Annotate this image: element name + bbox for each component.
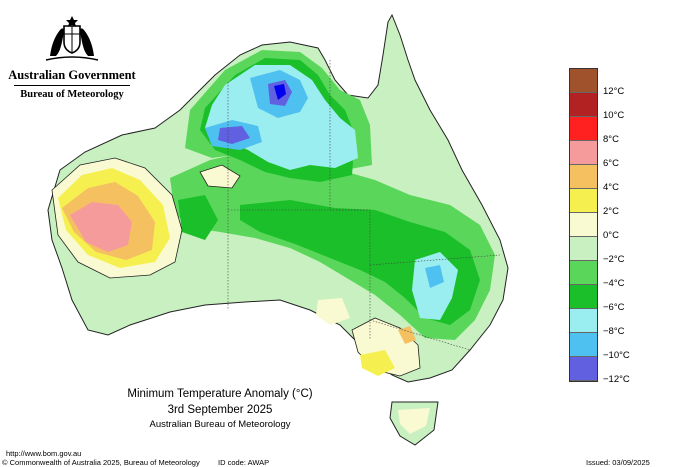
legend-swatch [570,165,597,189]
state-border-qld-nsw [369,254,501,266]
tasmania-warm [398,408,430,434]
legend-swatch [570,237,597,261]
coat-of-arms-icon [45,16,99,61]
legend-label: 8°C [603,134,619,145]
legend-swatch [570,333,597,357]
legend-swatch [570,213,597,237]
anomaly-band-minus6-west [178,195,218,240]
legend-swatch [570,309,597,333]
legend-label: 10°C [603,110,625,121]
anomaly-band-6 [70,202,132,252]
state-border-nsw-vic [369,319,471,351]
title-block: Minimum Temperature Anomaly (°C) 3rd Sep… [120,388,320,430]
bureau-name: Bureau of Meteorology [20,89,124,100]
issued-date: Issued: 03/09/2025 [586,458,650,467]
legend-swatch [570,189,597,213]
australia-map [47,13,509,446]
government-name: Australian Government [8,68,136,82]
bom-url[interactable]: http://www.bom.gov.au [6,449,82,458]
logo-divider [14,85,130,86]
map-date: 3rd September 2025 [167,404,273,416]
anomaly-core [274,84,286,100]
anomaly-band-minus10-c [425,265,444,288]
state-border-sa-qld [329,60,371,265]
legend-swatch [570,357,597,381]
legend-swatch [570,285,597,309]
map-title: Minimum Temperature Anomaly (°C) [127,388,313,400]
anomaly-pocket-warm-south [316,298,350,325]
anomaly-band-minus12-b [218,126,250,144]
legend-label: 0°C [603,230,619,241]
id-code: ID code: AWAP [218,458,270,467]
legend-swatch [570,261,597,285]
copyright-text: © Commonwealth of Australia 2025, Bureau… [2,458,200,467]
legend-label: 2°C [603,206,619,217]
government-logo: Australian Government Bureau of Meteorol… [8,10,136,100]
anomaly-pocket-orange-se [398,326,416,344]
legend-label: −6°C [603,302,625,313]
legend-label: 4°C [603,182,619,193]
legend-swatch [570,69,597,93]
legend-swatch [570,141,597,165]
anomaly-band-minus8-east [412,252,458,320]
legend-label: −12°C [603,374,630,385]
anomaly-pocket-warm-nw [199,164,241,189]
legend-label: 12°C [603,86,625,97]
anomaly-pocket-yellow-se [360,350,395,376]
legend-swatch [570,93,597,117]
legend-label: 6°C [603,158,619,169]
legend-label: −8°C [603,326,625,337]
legend-label: −4°C [603,278,625,289]
legend-swatch [570,117,597,141]
legend-label: −10°C [603,350,630,361]
color-legend [569,68,598,382]
legend-label: −2°C [603,254,625,265]
map-source: Australian Bureau of Meteorology [149,419,291,430]
